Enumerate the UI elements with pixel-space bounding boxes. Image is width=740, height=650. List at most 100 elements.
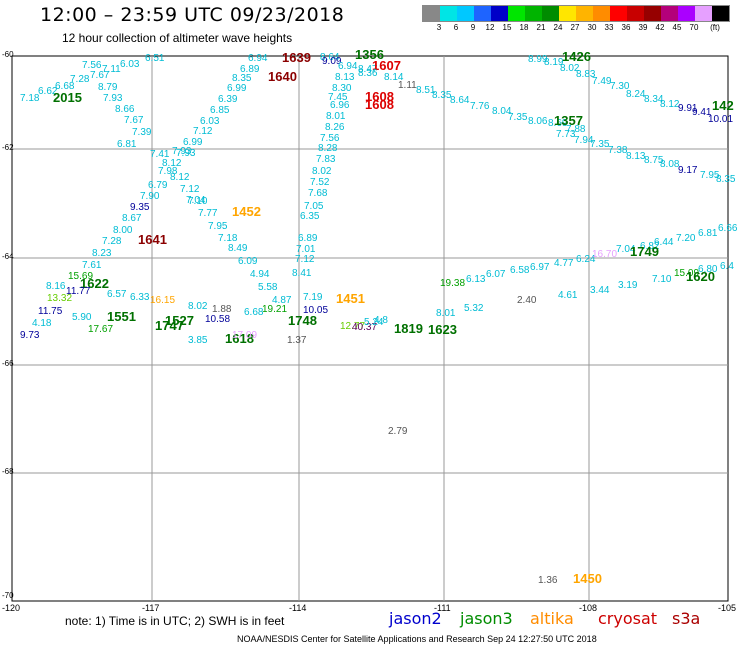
pass-time-label: 1356 (355, 47, 384, 62)
wave-height-value: 10.05 (303, 305, 328, 316)
wave-height-value: 1.11 (398, 80, 417, 91)
wave-height-value: 8.23 (92, 248, 112, 259)
wave-height-value: 7.52 (310, 177, 330, 188)
pass-time-label: 1551 (107, 309, 136, 324)
map-frame (11, 55, 729, 602)
scale-label: 36 (621, 23, 631, 32)
wave-height-value: 7.39 (132, 127, 152, 138)
wave-height-value: 6.33 (130, 292, 150, 303)
lon-label: -105 (718, 603, 737, 613)
wave-height-value: 11.75 (38, 306, 63, 317)
wave-height-value: 8.01 (436, 308, 456, 319)
wave-height-value: 8.26 (325, 122, 345, 133)
wave-height-value: 7.19 (303, 292, 323, 303)
wave-height-value: 7.35 (590, 139, 610, 150)
scale-swatch (593, 6, 610, 21)
scale-label: 24 (553, 23, 563, 32)
wave-height-value: 8.06 (528, 116, 548, 127)
wave-height-value: 17.09 (232, 330, 257, 341)
wave-height-value: 8.75 (644, 155, 664, 166)
wave-height-value: 6.94 (248, 53, 268, 64)
wave-height-value: 7.10 (652, 274, 672, 285)
wave-height-value: 6.89 (240, 64, 260, 75)
wave-height-value: 8.35 (232, 73, 252, 84)
pass-time-label: 1452 (232, 204, 261, 219)
scale-swatch (712, 6, 729, 21)
wave-height-value: 6.94 (338, 61, 358, 72)
lat-label: -70 (2, 591, 14, 600)
wave-height-value: 7.30 (610, 81, 630, 92)
wave-height-value: 6.68 (55, 81, 75, 92)
wave-height-value: 7.73 (556, 129, 576, 140)
wave-height-value: 8.13 (626, 151, 646, 162)
map-grid (12, 56, 728, 601)
wave-height-value: 7.76 (470, 101, 490, 112)
scale-swatch (491, 6, 508, 21)
wave-height-value: 7.38 (608, 145, 628, 156)
wave-height-value: 6.13 (466, 274, 486, 285)
wave-height-value: 19.21 (262, 304, 287, 315)
wave-height-value: 17.67 (88, 324, 113, 335)
wave-height-value: 6.96 (330, 100, 350, 111)
wave-height-value: 6.03 (200, 116, 220, 127)
lon-label: -111 (434, 603, 451, 613)
pass-time-label: 1622 (80, 276, 109, 291)
wave-height-value: 8.19 (544, 57, 564, 68)
wave-height-value: 8.16 (46, 281, 66, 292)
scale-swatch (576, 6, 593, 21)
wave-height-value: 8.34 (644, 94, 664, 105)
wave-height-value: 7.04 (616, 244, 636, 255)
wave-height-value: 7.10 (188, 196, 208, 207)
wave-height-value: 7.61 (82, 260, 102, 271)
wave-height-value: 10.01 (708, 114, 733, 125)
pass-time-label: 1618 (225, 331, 254, 346)
wave-height-value: 7.49 (592, 76, 612, 87)
pass-time-label: 1607 (372, 58, 401, 73)
wave-height-value: 6.39 (218, 94, 238, 105)
scale-swatch (678, 6, 695, 21)
wave-height-value: 7.95 (208, 221, 228, 232)
scale-label: 45 (672, 23, 682, 32)
scale-label: 30 (587, 23, 597, 32)
wave-height-value: 8.51 (416, 85, 436, 96)
wave-height-value: 9.73 (20, 330, 40, 341)
scale-swatch (559, 6, 576, 21)
wave-height-value: 6.68 (244, 307, 264, 318)
wave-height-value: 6.4 (720, 261, 734, 272)
wave-height-value: 7.28 (102, 236, 122, 247)
scale-label: 15 (502, 23, 512, 32)
wave-height-value: 7.93 (172, 146, 192, 157)
wave-height-value: 7.18 (218, 233, 238, 244)
scale-label: 12 (485, 23, 495, 32)
wave-height-value: 4.87 (272, 295, 292, 306)
wave-height-value: 7.90 (140, 191, 160, 202)
lat-label: -68 (2, 467, 14, 476)
wave-height-value: 7.04 (186, 195, 206, 206)
wave-height-value: 7.11 (102, 64, 121, 75)
lon-label: -117 (142, 603, 160, 613)
wave-height-value: 11.77 (66, 286, 91, 297)
wave-height-value: 7.67 (90, 70, 110, 81)
wave-height-value: 8.14 (384, 72, 404, 83)
wave-height-value: 8.41 (292, 268, 312, 279)
wave-height-value: 1.37 (287, 335, 307, 346)
wave-height-value: 7.12 (193, 126, 213, 137)
scale-label: 39 (638, 23, 648, 32)
wave-height-value: 7.67 (124, 115, 144, 126)
wave-height-value: 7.93 (176, 148, 196, 159)
wave-height-value: 7.35 (508, 112, 528, 123)
pass-time-label: 1451 (336, 291, 365, 306)
wave-height-value: 6.58 (510, 265, 530, 276)
wave-height-value: 2.40 (517, 295, 537, 306)
wave-height-value: 9.09 (322, 56, 342, 67)
scale-label: 3 (436, 23, 442, 32)
wave-height-value: 8.28 (318, 143, 338, 154)
wave-height-value: 7.01 (296, 244, 316, 255)
wave-height-value: 16.15 (150, 295, 175, 306)
pass-time-label: 1748 (288, 313, 317, 328)
lat-label: -66 (2, 359, 14, 368)
wave-height-value: 7.77 (198, 208, 218, 219)
wave-height-value: 3.85 (188, 335, 208, 346)
pass-time-label: 2015 (53, 90, 82, 105)
